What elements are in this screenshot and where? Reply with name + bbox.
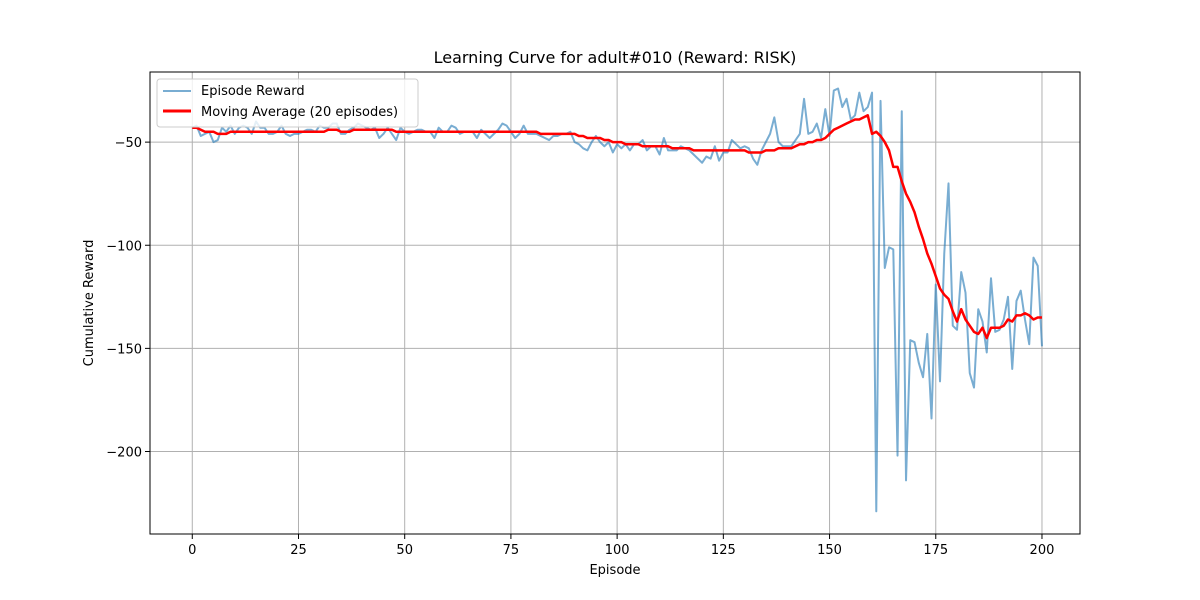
y-tick-label: −150 xyxy=(106,342,142,357)
legend-box xyxy=(156,78,419,128)
x-tick-label: 150 xyxy=(817,543,842,558)
x-tick-label: 175 xyxy=(923,543,948,558)
x-tick-label: 75 xyxy=(503,543,520,558)
y-tick-label: −200 xyxy=(106,446,142,461)
legend: Episode Reward Moving Average (20 episod… xyxy=(156,78,419,128)
x-axis-label: Episode xyxy=(589,563,640,578)
chart-title: Learning Curve for adult#010 (Reward: RI… xyxy=(434,48,797,67)
x-tick-label: 0 xyxy=(188,543,196,558)
y-axis-ticks: −200 −150 −100 −50 xyxy=(106,136,150,461)
legend-label-moving-average: Moving Average (20 episodes) xyxy=(201,105,398,120)
y-tick-label: −100 xyxy=(106,239,142,254)
legend-label-episode-reward: Episode Reward xyxy=(201,84,305,99)
plot-frame xyxy=(149,71,1081,535)
y-tick-label: −50 xyxy=(115,136,142,151)
x-tick-label: 200 xyxy=(1030,543,1055,558)
x-tick-label: 125 xyxy=(711,543,736,558)
y-axis-label: Cumulative Reward xyxy=(82,240,97,367)
x-tick-label: 100 xyxy=(605,543,630,558)
x-axis-ticks: 0 25 50 75 100 125 150 175 200 xyxy=(188,534,1054,558)
x-tick-label: 50 xyxy=(396,543,413,558)
moving-average-line xyxy=(192,114,1042,340)
x-tick-label: 25 xyxy=(290,543,307,558)
